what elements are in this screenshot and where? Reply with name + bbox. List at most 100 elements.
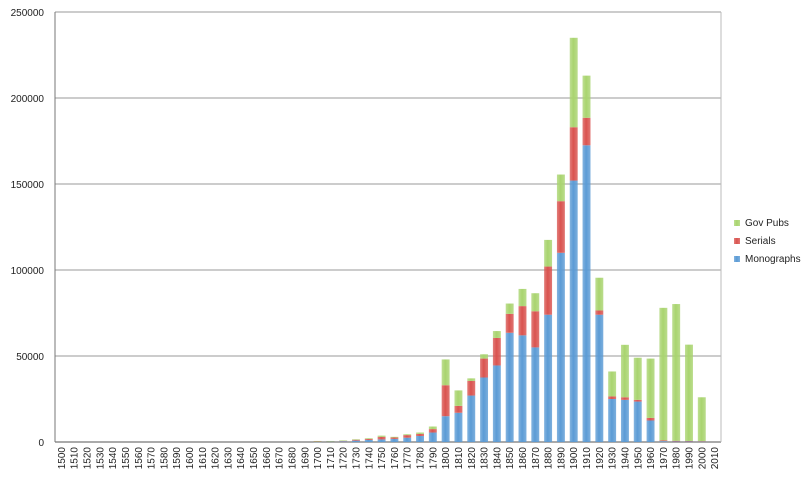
- bar-monographs-1770: [403, 437, 412, 442]
- bar-gov-pubs-1840: [492, 331, 501, 338]
- bar-monographs-1780: [416, 435, 424, 442]
- bar-gov-pubs-1800: [441, 359, 450, 386]
- x-tick-label: 1730: [351, 447, 362, 470]
- x-tick-label: 1930: [608, 447, 619, 470]
- x-tick-label: 1570: [147, 447, 158, 470]
- legend-label: Gov Pubs: [745, 218, 789, 229]
- bar-gov-pubs-1810: [454, 390, 463, 406]
- bar-gov-pubs-1960: [646, 358, 655, 418]
- bar-serials-1810: [454, 405, 463, 413]
- bar-serials-1870: [531, 311, 540, 348]
- legend-label: Serials: [745, 236, 776, 247]
- x-tick-label: 1750: [377, 447, 388, 470]
- bar-gov-pubs-1720: [339, 440, 348, 441]
- bar-serials-1970: [659, 440, 668, 442]
- bar-serials-1850: [505, 313, 514, 333]
- bar-gov-pubs-1870: [531, 293, 540, 312]
- bar-monographs-1860: [518, 335, 527, 442]
- bar-gov-pubs-1830: [480, 354, 489, 359]
- x-tick-label: 1840: [492, 447, 503, 470]
- y-tick-label: 250000: [11, 8, 45, 19]
- y-tick-label: 0: [38, 438, 44, 449]
- x-tick-label: 1740: [364, 447, 375, 470]
- bar-gov-pubs-1820: [467, 378, 476, 381]
- bar-monographs-1810: [454, 412, 463, 442]
- bar-gov-pubs-1910: [582, 75, 591, 118]
- bar-serials-1980: [672, 440, 681, 442]
- bar-serials-1900: [569, 127, 578, 181]
- bar-gov-pubs-1970: [659, 307, 668, 441]
- bar-gov-pubs-1730: [352, 439, 360, 440]
- bar-gov-pubs-1760: [390, 436, 399, 438]
- legend: Gov Pubs Serials Monographs: [734, 218, 801, 265]
- bar-monographs-1740: [364, 439, 373, 442]
- x-tick-label: 1610: [198, 447, 209, 470]
- bar-monographs-1970: [659, 441, 668, 442]
- x-tick-label: 1620: [211, 447, 222, 470]
- bar-serials-1790: [428, 429, 437, 433]
- bar-monographs-1750: [377, 439, 386, 442]
- bar-serials-1940: [620, 397, 629, 400]
- x-tick-label: 1850: [505, 447, 516, 470]
- x-tick-label: 1890: [556, 447, 567, 470]
- bar-monographs-1910: [582, 145, 591, 443]
- bar-monographs-1990: [685, 441, 693, 442]
- x-tick-label: 1830: [480, 447, 491, 470]
- bar-monographs-1930: [608, 399, 617, 442]
- x-tick-label: 1900: [569, 447, 580, 470]
- x-tick-label: 1880: [544, 447, 555, 470]
- bar-serials-1780: [416, 433, 424, 436]
- bar-monographs-1800: [441, 416, 450, 442]
- bar-monographs-1850: [505, 332, 514, 442]
- bar-gov-pubs-1940: [620, 344, 629, 398]
- bar-gov-pubs-1890: [556, 174, 565, 202]
- bar-gov-pubs-1850: [505, 303, 514, 314]
- bar-serials-1840: [492, 337, 501, 366]
- x-tick-label: 1600: [185, 447, 196, 470]
- bar-serials-1950: [633, 399, 642, 402]
- bar-gov-pubs-1780: [416, 432, 424, 434]
- bar-monographs-1940: [620, 399, 629, 442]
- bar-monographs-1820: [467, 395, 476, 442]
- bar-gov-pubs-1990: [685, 344, 693, 441]
- bar-monographs-1950: [633, 401, 642, 442]
- x-tick-label: 2010: [710, 447, 721, 470]
- x-tick-label: 1990: [684, 447, 695, 470]
- x-tick-label: 1960: [646, 447, 657, 470]
- bar-monographs-1830: [480, 377, 489, 442]
- bar-serials-2000: [697, 441, 706, 442]
- bar-serials-1720: [339, 440, 348, 442]
- bar-serials-1960: [646, 417, 655, 421]
- x-tick-label: 1550: [121, 447, 132, 470]
- x-tick-label: 2000: [697, 447, 708, 470]
- bar-serials-1890: [556, 201, 565, 253]
- bar-serials-1770: [403, 435, 412, 438]
- bars: [313, 37, 706, 443]
- x-tick-label: 1500: [57, 447, 68, 470]
- bar-serials-1820: [467, 380, 476, 396]
- bar-monographs-1720: [339, 441, 348, 442]
- bar-serials-1860: [518, 306, 527, 336]
- x-tick-label: 1660: [262, 447, 273, 470]
- x-tick-label: 1710: [326, 447, 337, 470]
- bar-monographs-1870: [531, 347, 540, 442]
- bar-serials-1880: [544, 266, 553, 315]
- bar-gov-pubs-1900: [569, 37, 578, 128]
- x-tick-label: 1800: [441, 447, 452, 470]
- x-tick-label: 1720: [339, 447, 350, 470]
- x-tick-label: 1520: [83, 447, 94, 470]
- x-tick-label: 1970: [659, 447, 670, 470]
- x-tick-label: 1910: [582, 447, 593, 470]
- bar-gov-pubs-1950: [633, 357, 642, 400]
- x-tick-label: 1670: [275, 447, 286, 470]
- y-tick-label: 50000: [16, 352, 44, 363]
- x-tick-label: 1680: [287, 447, 298, 470]
- x-tick-label: 1510: [70, 447, 81, 470]
- bar-gov-pubs-1930: [608, 371, 617, 397]
- x-tick-label: 1650: [249, 447, 260, 470]
- x-tick-label: 1980: [672, 447, 683, 470]
- x-tick-label: 1540: [108, 447, 119, 470]
- bar-monographs-1840: [492, 365, 501, 442]
- x-tick-label: 1950: [633, 447, 644, 470]
